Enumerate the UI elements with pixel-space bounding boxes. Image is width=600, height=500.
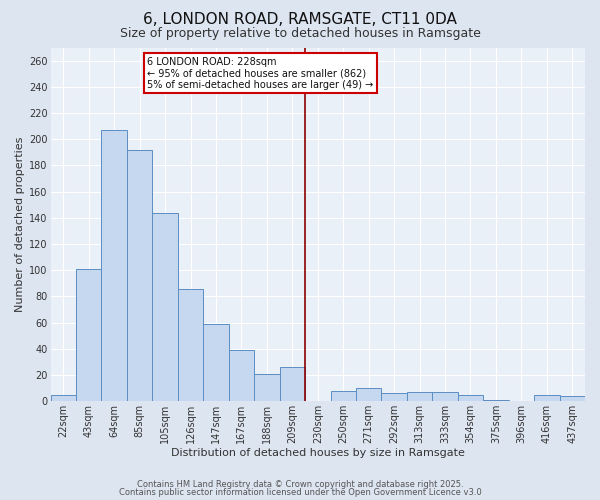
X-axis label: Distribution of detached houses by size in Ramsgate: Distribution of detached houses by size …	[171, 448, 465, 458]
Text: 6 LONDON ROAD: 228sqm
← 95% of detached houses are smaller (862)
5% of semi-deta: 6 LONDON ROAD: 228sqm ← 95% of detached …	[147, 56, 374, 90]
Y-axis label: Number of detached properties: Number of detached properties	[15, 136, 25, 312]
Bar	[127, 150, 152, 401]
Bar	[229, 350, 254, 401]
Bar	[280, 367, 305, 401]
Bar	[458, 394, 483, 401]
Bar	[152, 212, 178, 401]
Bar	[560, 396, 585, 401]
Bar	[178, 288, 203, 401]
Text: Contains public sector information licensed under the Open Government Licence v3: Contains public sector information licen…	[119, 488, 481, 497]
Bar	[76, 269, 101, 401]
Bar	[50, 394, 76, 401]
Text: Size of property relative to detached houses in Ramsgate: Size of property relative to detached ho…	[119, 28, 481, 40]
Bar	[254, 374, 280, 401]
Text: 6, LONDON ROAD, RAMSGATE, CT11 0DA: 6, LONDON ROAD, RAMSGATE, CT11 0DA	[143, 12, 457, 28]
Bar	[331, 390, 356, 401]
Bar	[101, 130, 127, 401]
Text: Contains HM Land Registry data © Crown copyright and database right 2025.: Contains HM Land Registry data © Crown c…	[137, 480, 463, 489]
Bar	[407, 392, 433, 401]
Bar	[534, 394, 560, 401]
Bar	[382, 394, 407, 401]
Bar	[203, 324, 229, 401]
Bar	[433, 392, 458, 401]
Bar	[356, 388, 382, 401]
Bar	[483, 400, 509, 401]
